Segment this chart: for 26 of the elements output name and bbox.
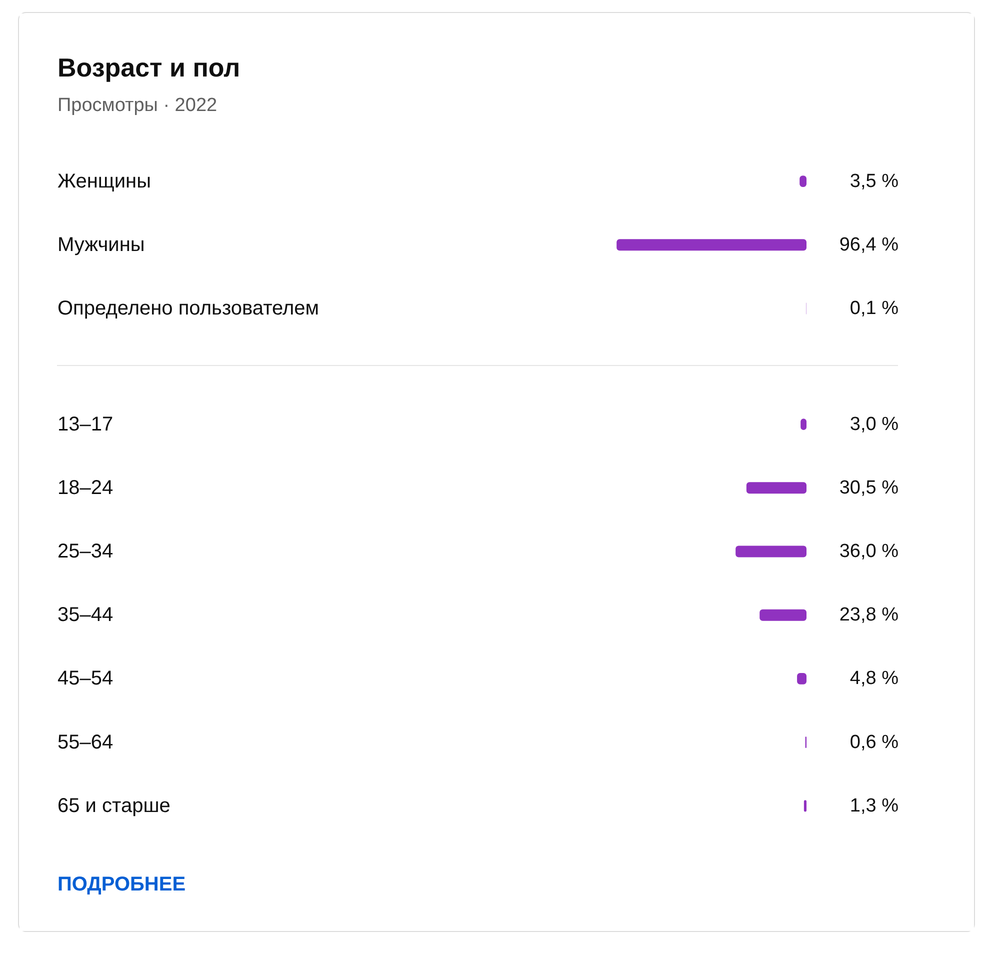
data-label: 4,8 % xyxy=(850,668,899,690)
data-label: 0,6 % xyxy=(850,732,899,753)
y-tick-label: 45–54 xyxy=(58,668,114,690)
data-label: 23,8 % xyxy=(839,604,899,626)
y-tick-label: 13–17 xyxy=(58,413,114,436)
y-tick-label: Мужчины xyxy=(58,234,145,256)
y-tick-label: Определено пользователем xyxy=(58,298,320,320)
data-label: 30,5 % xyxy=(839,477,899,498)
data-label: 36,0 % xyxy=(839,541,899,562)
y-tick-label: 55–64 xyxy=(58,731,114,754)
bar xyxy=(746,482,806,494)
data-label: 1,3 % xyxy=(850,795,899,816)
text: Возраст и пол xyxy=(58,52,240,82)
y-tick-label: 25–34 xyxy=(58,540,114,562)
y-tick-label: 35–44 xyxy=(58,604,114,626)
data-label: 3,5 % xyxy=(850,170,899,192)
bar xyxy=(760,609,806,621)
text: Просмотры · 2022 xyxy=(58,95,218,116)
data-label: 3,0 % xyxy=(850,414,899,435)
data-label: 96,4 % xyxy=(839,234,899,256)
data-label: 0,1 % xyxy=(850,298,899,319)
text: ПОДРОБНЕЕ xyxy=(58,874,186,896)
y-tick-label: 65 и старше xyxy=(58,794,170,817)
bar xyxy=(736,546,806,558)
y-tick-label: Женщины xyxy=(58,170,151,192)
y-tick-label: 18–24 xyxy=(58,476,114,499)
